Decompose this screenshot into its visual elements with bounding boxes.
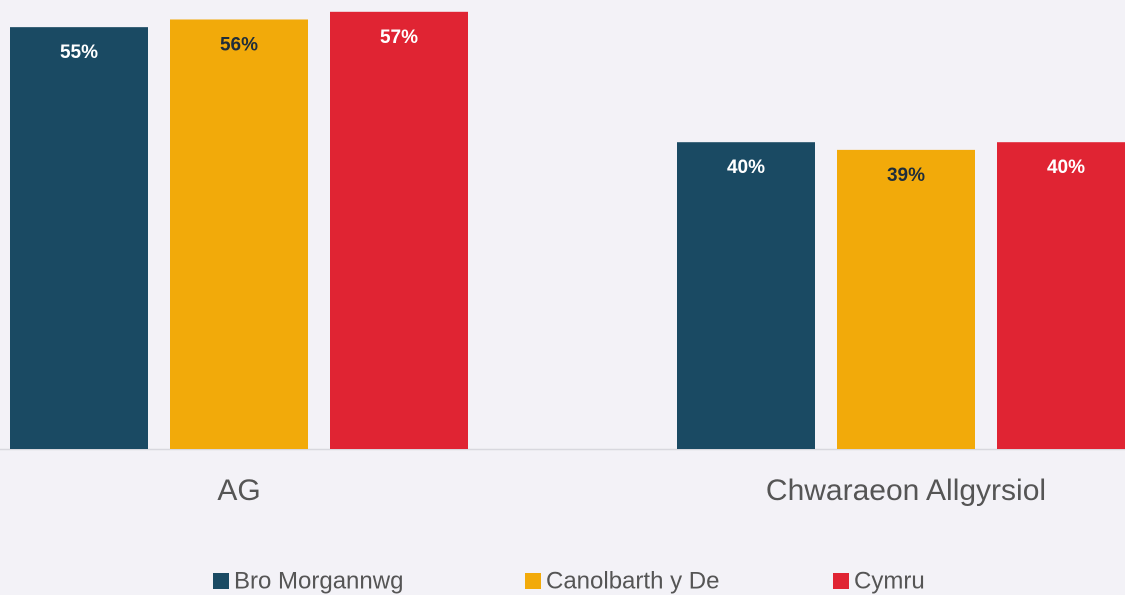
bar bbox=[330, 11, 468, 450]
legend-label: Bro Morgannwg bbox=[234, 567, 403, 594]
legend-label: Canolbarth y De bbox=[546, 567, 719, 594]
value-label: 39% bbox=[887, 165, 925, 186]
legend-swatch bbox=[525, 573, 541, 589]
legend-swatch bbox=[833, 573, 849, 589]
bar bbox=[10, 27, 148, 450]
value-label: 40% bbox=[727, 157, 765, 178]
bar bbox=[997, 142, 1125, 449]
value-label: 56% bbox=[220, 34, 258, 55]
value-label: 55% bbox=[60, 42, 98, 63]
bar bbox=[837, 149, 975, 449]
legend-label: Cymru bbox=[854, 567, 925, 594]
bar bbox=[677, 142, 815, 449]
legend-swatch bbox=[213, 573, 229, 589]
x-tick-label: Chwaraeon Allgyrsiol bbox=[766, 474, 1046, 507]
value-label: 57% bbox=[380, 27, 418, 48]
value-label: 40% bbox=[1047, 157, 1085, 178]
bar bbox=[170, 19, 308, 449]
x-tick-label: AG bbox=[217, 474, 260, 507]
